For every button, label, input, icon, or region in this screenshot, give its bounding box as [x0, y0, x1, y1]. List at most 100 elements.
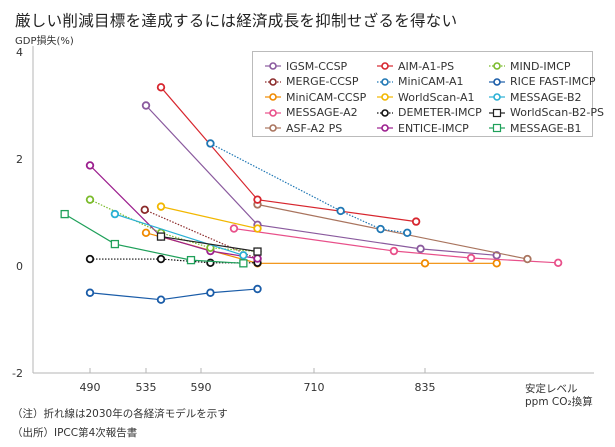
- chart-note: （注）折れ線は2030年の各経済モデルを示す: [12, 408, 228, 420]
- data-point: [403, 228, 412, 238]
- series-message-b1: [60, 209, 248, 268]
- data-point: [156, 202, 166, 211]
- data-point: [85, 288, 95, 297]
- x-axis-unit: 安定レベル ppm CO₂換算: [525, 383, 593, 409]
- data-point: [186, 255, 196, 265]
- legend-item-message-b2: MESSAGE-B2: [489, 90, 582, 104]
- circle-marker-icon: [265, 93, 281, 101]
- legend-label: MESSAGE-A2: [286, 106, 358, 119]
- series-line-minicam-a1: [210, 142, 408, 234]
- legend-label: MESSAGE-B2: [510, 90, 582, 104]
- data-point: [553, 258, 563, 267]
- legend-item-worldscan-b2-ps: WorldScan-B2-PS: [489, 106, 604, 120]
- series-message-b2: [110, 209, 248, 260]
- circle-marker-icon: [265, 77, 281, 86]
- legend-label: DEMETER-IMCP: [398, 106, 482, 119]
- square-marker-icon: [489, 108, 505, 117]
- data-point: [253, 254, 262, 263]
- legend-item-asf-a2-ps: ASF-A2 PS: [265, 121, 342, 135]
- data-point: [141, 228, 151, 238]
- legend-item-rice-fast-imcp: RICE FAST-IMCP: [489, 75, 596, 89]
- data-point: [156, 232, 166, 241]
- data-point: [229, 224, 239, 233]
- data-point: [466, 253, 476, 263]
- chart-legend: IGSM-CCSP MERGE-CCSP MiniCAM-CCSP MESSAGE-A…: [252, 51, 604, 137]
- data-point: [253, 284, 262, 294]
- legend-label: MERGE-CCSP: [286, 75, 359, 88]
- data-point: [420, 259, 430, 268]
- circle-marker-icon: [377, 124, 393, 132]
- data-point: [253, 195, 262, 204]
- series-line-rice-fast-imcp: [89, 288, 258, 301]
- series-worldscan-a1: [156, 202, 262, 233]
- y-tick-label: 4: [16, 46, 23, 59]
- legend-item-message-a2: MESSAGE-A2: [265, 106, 358, 120]
- legend-item-minicam-ccsp: MiniCAM-CCSP: [265, 90, 366, 104]
- data-point: [110, 239, 120, 249]
- data-point: [389, 246, 399, 256]
- legend-label: IGSM-CCSP: [286, 59, 348, 73]
- x-tick-label: 835: [415, 381, 436, 394]
- data-point: [416, 244, 425, 254]
- circle-marker-icon: [265, 62, 281, 70]
- circle-marker-icon: [489, 77, 505, 86]
- data-point: [206, 139, 215, 148]
- chart-title: 厳しい削減目標を達成するには経済成長を抑制せざるを得ない: [15, 12, 458, 30]
- circle-marker-icon: [489, 93, 505, 101]
- series-minicam-a1: [206, 139, 412, 238]
- legend-item-worldscan-a1: WorldScan-A1: [377, 90, 475, 104]
- data-point: [60, 209, 69, 219]
- data-point: [141, 101, 151, 110]
- data-point: [253, 224, 262, 233]
- square-marker-icon: [489, 123, 505, 133]
- series-line-message-b1: [64, 213, 244, 264]
- circle-marker-icon: [377, 77, 393, 86]
- circle-marker-icon: [377, 108, 393, 117]
- data-point: [85, 161, 95, 170]
- data-point: [140, 205, 149, 215]
- circle-marker-icon: [265, 124, 281, 132]
- series-line-entice-imcp: [89, 164, 258, 260]
- series-line-worldscan-b2-ps: [160, 235, 258, 253]
- data-point: [85, 254, 95, 264]
- series-line-merge-ccsp: [144, 209, 258, 260]
- data-point: [239, 251, 248, 260]
- series-line-mind-imcp: [89, 199, 258, 253]
- y-tick-label: -2: [12, 367, 23, 380]
- legend-item-demeter-imcp: DEMETER-IMCP: [377, 106, 482, 120]
- data-point: [376, 224, 385, 234]
- series-line-asf-a2-ps: [257, 203, 528, 260]
- legend-label: RICE FAST-IMCP: [510, 75, 596, 88]
- legend-item-entice-imcp: ENTICE-IMCP: [377, 121, 469, 135]
- circle-marker-icon: [377, 93, 393, 101]
- data-point: [411, 217, 421, 226]
- series-aim-a1-ps: [156, 83, 421, 226]
- data-point: [206, 258, 215, 267]
- data-point: [85, 195, 95, 204]
- data-point: [156, 83, 166, 92]
- x-axis-unit-line2: ppm CO₂換算: [525, 396, 593, 408]
- legend-item-mind-imcp: MIND-IMCP: [489, 59, 570, 73]
- legend-label: ENTICE-IMCP: [398, 121, 469, 135]
- data-point: [156, 254, 166, 264]
- legend-label: WorldScan-A1: [398, 90, 475, 104]
- series-line-message-b2: [114, 213, 244, 256]
- legend-item-message-b1: MESSAGE-B1: [489, 121, 582, 135]
- series-line-message-a2: [233, 227, 559, 264]
- legend-item-minicam-a1: MiniCAM-A1: [377, 75, 464, 89]
- chart-source: （出所）IPCC第4次報告書: [12, 427, 138, 439]
- legend-label: ASF-A2 PS: [286, 121, 343, 135]
- y-axis-label: GDP損失(%): [15, 36, 74, 47]
- legend-label: AIM-A1-PS: [398, 59, 455, 73]
- x-tick-label: 710: [304, 381, 325, 394]
- legend-label: WorldScan-B2-PS: [510, 106, 604, 119]
- legend-label: MESSAGE-B1: [510, 121, 582, 135]
- x-tick-label: 490: [80, 381, 101, 394]
- x-tick-label: 535: [136, 381, 157, 394]
- series-worldscan-b2-ps: [156, 232, 262, 256]
- series-line-worldscan-a1: [160, 206, 258, 230]
- legend-item-merge-ccsp: MERGE-CCSP: [265, 75, 359, 89]
- legend-item-igsm-ccsp: IGSM-CCSP: [265, 59, 347, 73]
- legend-label: MiniCAM-A1: [398, 75, 464, 88]
- x-axis-unit-line1: 安定レベル: [525, 383, 578, 395]
